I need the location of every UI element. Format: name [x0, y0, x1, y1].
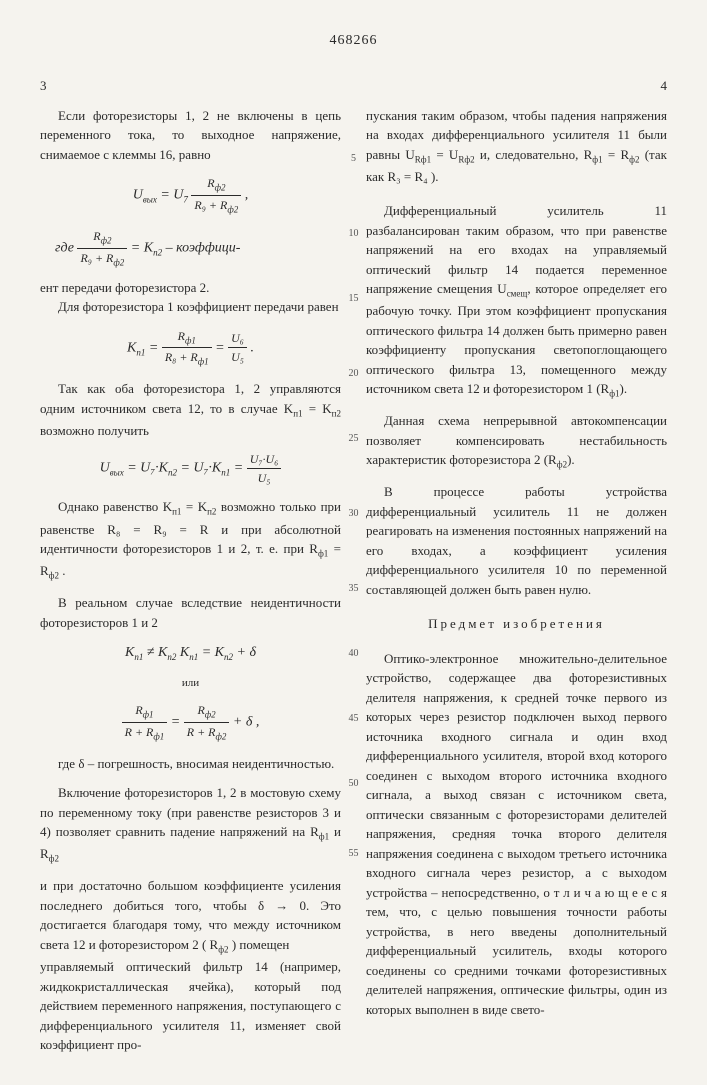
left-p4: Для фоторезистора 1 коэффициент передачи…: [40, 297, 341, 317]
line-number: 45: [344, 711, 364, 726]
col-num-left: 3: [40, 76, 341, 96]
left-p8: где δ – погрешность, вносимая неидентичн…: [40, 754, 341, 774]
left-column: 3 Если фоторезисторы 1, 2 не включены в …: [40, 76, 341, 1055]
formula-2: Kп1 = Rф1R₈ + Rф1 = U₆U₅ .: [40, 327, 341, 370]
formula-or: или: [40, 675, 341, 692]
line-number: 35: [344, 581, 364, 596]
line-number: 50: [344, 776, 364, 791]
line-number: 40: [344, 646, 364, 661]
formula-4b: Rф1R + Rф1 = Rф2R + Rф2 + δ ,: [40, 701, 341, 744]
line-number: 20: [344, 366, 364, 381]
formula-1: Uвых = U7 Rф2R₉ + Rф2 ,: [40, 174, 341, 217]
right-column: 4 пускания таким образом, чтобы падения …: [366, 76, 667, 1055]
left-p10: и при достаточно большом коэффициенте ус…: [40, 876, 341, 957]
right-p1: пускания таким образом, чтобы падения на…: [366, 106, 667, 187]
line-number: 15: [344, 291, 364, 306]
right-p3: Данная схема непрерывной автокомпенсации…: [366, 411, 667, 472]
right-p2: Дифференциальный усилитель 11 разбаланси…: [366, 201, 667, 401]
formula-1-where: где Rф2R₉ + Rф2 = Kп2 – коэффици-: [55, 227, 341, 270]
right-p5: Оптико-электронное множительно-делительн…: [366, 649, 667, 1020]
left-p3: ент передачи фоторезистора 2.: [40, 278, 341, 298]
formula-3: Uвых = U₇·Kп2 = U₇·Kп1 = U₇·U₆U₅: [40, 450, 341, 487]
left-p11: управляемый оптический фильтр 14 (наприм…: [40, 957, 341, 1055]
line-number: 10: [344, 226, 364, 241]
left-p9: Включение фоторезисторов 1, 2 в мостовую…: [40, 783, 341, 866]
left-p6: Однако равенство Kп1 = Kп2 возможно толь…: [40, 497, 341, 583]
content: 5 10 15 20 25 30 35 40 45 50 55 3 Если фоторезисто…: [40, 76, 667, 1055]
left-p5: Так как оба фоторезистора 1, 2 управляют…: [40, 379, 341, 440]
line-number: 30: [344, 506, 364, 521]
line-number: 5: [344, 151, 364, 166]
line-number: 25: [344, 431, 364, 446]
claims-title: Предмет изобретения: [366, 614, 667, 634]
col-num-right: 4: [366, 76, 667, 96]
patent-number: 468266: [40, 30, 667, 51]
left-p7: В реальном случае вследствие неидентично…: [40, 593, 341, 632]
left-p1: Если фоторезисторы 1, 2 не включены в це…: [40, 106, 341, 165]
line-number: 55: [344, 846, 364, 861]
right-p4: В процессе работы устройства дифференциа…: [366, 482, 667, 599]
formula-4a: Kп1 ≠ Kп2 Kп1 = Kп2 + δ: [40, 642, 341, 664]
